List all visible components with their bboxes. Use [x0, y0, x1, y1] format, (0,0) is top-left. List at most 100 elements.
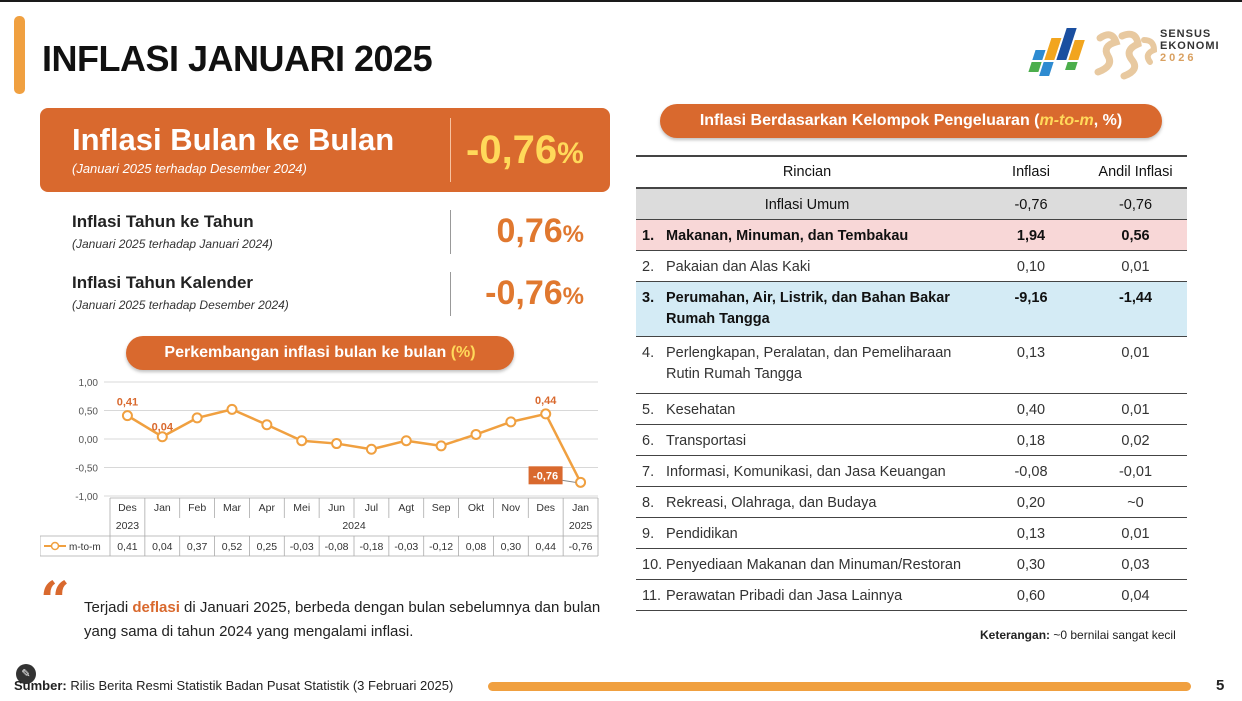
logo-text: SENSUS EKONOMI 2026 — [1160, 28, 1220, 64]
quote-after: di Januari 2025, berbeda dengan bulan se… — [84, 599, 601, 640]
row-inflasi: -9,16 — [1014, 289, 1048, 306]
data-point — [540, 408, 552, 420]
data-label-leader — [562, 479, 576, 483]
top-border — [0, 0, 1242, 2]
row-number: 7. — [642, 463, 655, 480]
edit-icon[interactable]: ✎ — [16, 664, 36, 684]
mtm-inflation-card: Inflasi Bulan ke Bulan (Januari 2025 ter… — [40, 108, 610, 192]
table-row: 1. Makanan, Minuman, dan Tembakau 1,94 0,56 — [636, 219, 1187, 251]
row-name: Perumahan, Air, Listrik, dan Bahan Bakar… — [666, 289, 950, 327]
table-value: -0,76 — [569, 541, 593, 553]
table-value: -0,12 — [429, 541, 453, 553]
ytd-value-unit: % — [562, 283, 584, 310]
umum-name: Inflasi Umum — [764, 197, 850, 213]
header-rincian: Rincian — [636, 155, 978, 189]
footer-source: Sumber: Rilis Berita Resmi Statistik Bad… — [14, 678, 453, 693]
data-point — [156, 431, 168, 443]
row-inflasi: 0,13 — [1016, 344, 1046, 361]
logo-line-2: EKONOMI — [1160, 40, 1220, 52]
x-tick-label: Mei — [293, 502, 310, 514]
note-label: Keterangan: — [980, 628, 1051, 642]
row-name: Pakaian dan Alas Kaki — [666, 258, 811, 275]
table-value: -0,03 — [394, 541, 418, 553]
expenditure-group-table: Rincian Inflasi Andil Inflasi Inflasi Um… — [636, 155, 1187, 611]
table-note: Keterangan: ~0 bernilai sangat kecil — [980, 628, 1176, 642]
ytd-divider — [450, 272, 451, 316]
x-tick-label: Mar — [223, 502, 242, 514]
row-number: 3. — [642, 289, 655, 306]
yoy-title: Inflasi Tahun ke Tahun — [72, 212, 254, 231]
row-andil: ~0 — [1127, 494, 1144, 511]
x-tick-label: Agt — [398, 502, 414, 514]
row-name: Transportasi — [666, 432, 747, 449]
x-tick-label: Jan — [572, 502, 589, 514]
x-tick-label: Jan — [154, 502, 171, 514]
footer-source-text: Rilis Berita Resmi Statistik Badan Pusat… — [66, 678, 454, 693]
row-andil: 0,56 — [1121, 227, 1150, 244]
row-andil: 0,01 — [1121, 401, 1150, 418]
data-point — [575, 476, 587, 488]
row-inflasi: 0,13 — [1016, 525, 1046, 542]
x-tick-label: Okt — [468, 502, 484, 514]
quote-keyword: deflasi — [132, 599, 180, 616]
data-label: 0,44 — [535, 395, 557, 407]
legend-marker — [50, 541, 60, 551]
row-name: Informasi, Komunikasi, dan Jasa Keuangan — [666, 463, 946, 480]
yoy-block: Inflasi Tahun ke Tahun (Januari 2025 ter… — [72, 212, 273, 251]
data-point — [400, 435, 412, 447]
table-value: -0,18 — [359, 541, 383, 553]
data-point — [365, 443, 377, 455]
table-row: 9. Pendidikan 0,13 0,01 — [636, 517, 1187, 549]
yoy-value: 0,76% — [424, 212, 584, 251]
y-tick-label: -1,00 — [75, 492, 98, 503]
x-tick-label: Jul — [365, 502, 378, 514]
x-tick-label: Jun — [328, 502, 345, 514]
row-andil: 0,01 — [1121, 344, 1150, 361]
page-number: 5 — [1216, 677, 1225, 694]
row-name: Pendidikan — [666, 525, 738, 542]
y-tick-label: 0,00 — [79, 435, 99, 446]
row-number: 2. — [642, 258, 655, 275]
row-inflasi: 0,60 — [1016, 587, 1046, 604]
series-line-m-to-m — [126, 408, 582, 483]
row-andil: 0,01 — [1121, 525, 1150, 542]
table-row: 2. Pakaian dan Alas Kaki 0,10 0,01 — [636, 250, 1187, 282]
mtm-value-number: -0,76 — [466, 128, 558, 172]
row-inflasi: -0,08 — [1014, 463, 1048, 480]
row-number: 8. — [642, 494, 655, 511]
row-inflasi: 1,94 — [1016, 227, 1046, 244]
logo-line-1: SENSUS — [1160, 28, 1212, 40]
yoy-subtitle: (Januari 2025 terhadap Januari 2024) — [72, 237, 273, 251]
mtm-subtitle: (Januari 2025 terhadap Desember 2024) — [72, 161, 307, 176]
table-value: 0,25 — [257, 541, 278, 553]
header-andil: Andil Inflasi — [1084, 155, 1187, 189]
table-row: 4. Perlengkapan, Peralatan, dan Pemelihar… — [636, 336, 1187, 394]
table-value: 0,41 — [117, 541, 138, 553]
chart-title-pill: Perkembangan inflasi bulan ke bulan (%) — [126, 336, 514, 370]
ytd-title: Inflasi Tahun Kalender — [72, 273, 254, 292]
mtm-divider — [450, 118, 451, 182]
row-andil: 0,01 — [1121, 258, 1150, 275]
data-label-box — [528, 466, 563, 485]
mtm-line-chart: 1,00 0,50 0,00 -0,50 -1,00 0,41 0,04 0,44 -0,76 D… — [40, 378, 599, 557]
table-value: 0,52 — [222, 541, 243, 553]
data-point — [296, 435, 308, 447]
row-number: 11. — [642, 587, 662, 604]
table-value: 0,08 — [466, 541, 487, 553]
x-tick-label: Sep — [432, 502, 451, 514]
data-point — [226, 403, 238, 415]
yoy-value-unit: % — [562, 221, 584, 248]
quote-text: Terjadi deflasi di Januari 2025, berbeda… — [84, 596, 624, 644]
quote-before: Terjadi — [84, 599, 133, 616]
row-name: Perawatan Pribadi dan Jasa Lainnya — [666, 587, 903, 604]
ytd-value: -0,76% — [424, 274, 584, 313]
y-tick-label: -0,50 — [75, 464, 98, 475]
footer-accent-bar — [488, 682, 1191, 691]
row-inflasi: 0,40 — [1016, 401, 1046, 418]
row-number: 10. — [642, 556, 663, 573]
footer-source-label: Sumber: — [14, 678, 67, 693]
table-value: 0,04 — [152, 541, 173, 553]
note-text: ~0 bernilai sangat kecil — [1050, 628, 1176, 642]
year-label: 2023 — [116, 520, 140, 532]
data-point — [331, 438, 343, 450]
